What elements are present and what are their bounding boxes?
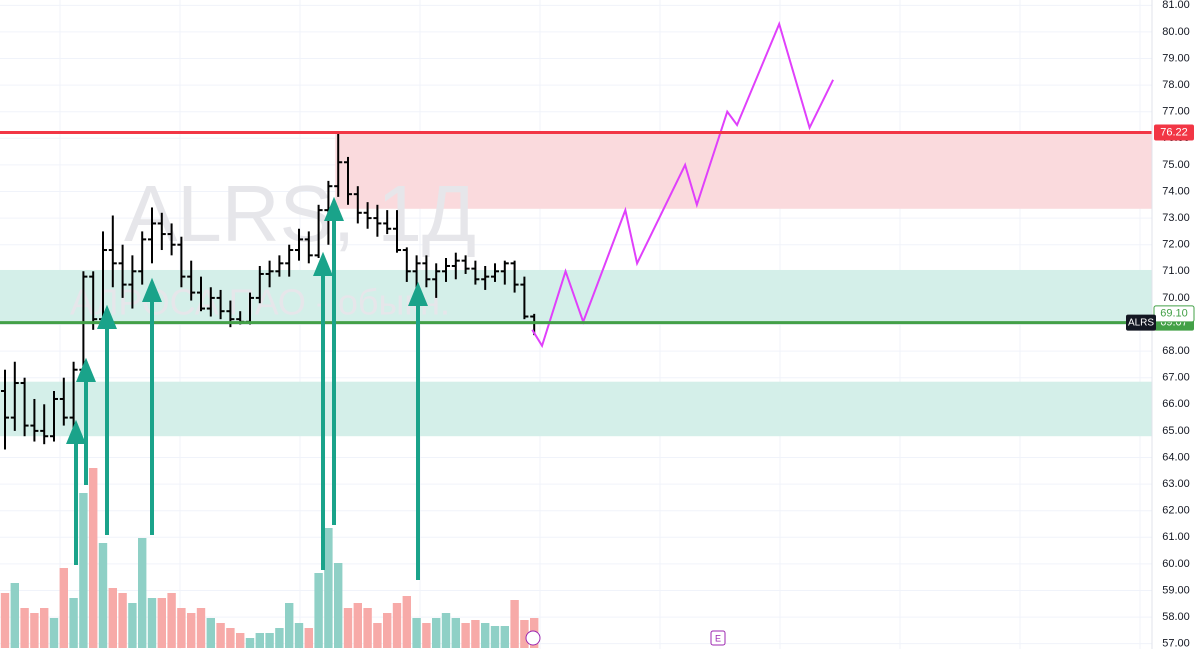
event-icon <box>525 630 541 646</box>
volume-bar <box>79 493 88 648</box>
volume-bar <box>69 598 78 648</box>
volume-bar <box>402 596 411 648</box>
price-label: 69.10 <box>1160 308 1188 320</box>
volume-bar <box>138 538 147 648</box>
price-label-box <box>1153 305 1195 323</box>
earnings-icon <box>710 630 726 646</box>
volume-bar <box>49 618 59 648</box>
price-tag <box>1154 124 1194 141</box>
volume-bar <box>255 633 264 648</box>
volume-bar <box>471 620 480 648</box>
volume-bar <box>422 623 431 648</box>
price-tag-label: 76.22 <box>1160 126 1188 138</box>
volume-bar <box>363 608 372 648</box>
y-tick-label: 71.00 <box>1162 265 1190 277</box>
y-tick-label: 59.00 <box>1162 584 1190 596</box>
y-tick-label: 78.00 <box>1162 79 1190 91</box>
volume-bar <box>304 628 313 648</box>
y-tick-label: 79.00 <box>1162 52 1190 64</box>
volume-bar <box>30 613 39 648</box>
volume-bar <box>147 598 157 648</box>
volume-bar <box>128 603 137 648</box>
volume-bar <box>89 468 98 648</box>
volume-bar <box>187 613 196 648</box>
volume-bar <box>500 626 509 648</box>
y-tick-label: 65.00 <box>1162 425 1190 437</box>
volume-bar <box>108 588 117 648</box>
symbol-label: ALRS <box>1128 317 1154 328</box>
zone <box>0 381 1152 437</box>
earnings-label: E <box>715 633 721 643</box>
volume-bar <box>392 603 402 648</box>
volume-bar <box>520 620 529 648</box>
y-tick-label: 61.00 <box>1162 531 1190 543</box>
volume-bar <box>314 573 323 648</box>
volume-bar <box>510 600 519 648</box>
volume-bar <box>441 613 451 648</box>
volume-bar <box>490 626 500 648</box>
volume-bar <box>481 623 490 648</box>
volume-bar <box>226 628 235 648</box>
volume-bar <box>20 608 29 648</box>
volume-bar <box>167 593 176 648</box>
volume-bar <box>0 593 10 648</box>
volume-bar <box>118 593 127 648</box>
volume-bar <box>157 598 166 648</box>
y-tick-label: 80.00 <box>1162 26 1190 38</box>
forecast-line <box>531 20 834 349</box>
y-tick-label: 72.00 <box>1162 239 1190 251</box>
y-tick-label: 60.00 <box>1162 558 1190 570</box>
volume-bar <box>40 608 49 648</box>
volume-bar <box>236 633 245 648</box>
y-tick-label: 75.00 <box>1162 159 1190 171</box>
y-tick-label: 63.00 <box>1162 478 1190 490</box>
volume-bar <box>206 618 215 648</box>
volume-bar <box>373 623 382 648</box>
y-tick-label: 66.00 <box>1162 398 1190 410</box>
volume-bar <box>383 613 392 648</box>
volume-bar <box>451 618 460 648</box>
volume-bar <box>216 623 225 648</box>
volume-bar <box>10 583 19 648</box>
y-tick-label: 74.00 <box>1162 185 1190 197</box>
y-tick-label: 64.00 <box>1162 451 1190 463</box>
volume-bar <box>353 603 362 648</box>
y-tick-label: 67.00 <box>1162 372 1190 384</box>
volume-bar <box>177 608 186 648</box>
volume-bar <box>412 618 421 648</box>
volume-bar <box>432 618 441 648</box>
y-tick-label: 57.00 <box>1162 638 1190 649</box>
volume-bar <box>461 623 470 648</box>
y-tick-label: 70.00 <box>1162 292 1190 304</box>
volume-bar <box>275 628 284 648</box>
volume-bar <box>196 608 206 648</box>
y-tick-label: 77.00 <box>1162 106 1190 118</box>
volume-bar <box>245 638 255 648</box>
arrows <box>66 196 428 580</box>
volume-bar <box>334 563 343 648</box>
volume-bar <box>285 603 294 648</box>
volume-bar <box>265 633 274 648</box>
y-tick-label: 62.00 <box>1162 505 1190 517</box>
y-tick-label: 58.00 <box>1162 611 1190 623</box>
volume-bar <box>324 528 333 648</box>
symbol-tag <box>1126 314 1156 331</box>
volume-bar <box>343 608 353 648</box>
volume-bar <box>59 568 68 648</box>
zone <box>335 132 1152 209</box>
volume-bar <box>98 543 108 648</box>
y-tick-label: 81.00 <box>1162 0 1190 11</box>
volume-bar <box>294 623 304 648</box>
y-tick-label: 73.00 <box>1162 212 1190 224</box>
y-tick-label: 68.00 <box>1162 345 1190 357</box>
